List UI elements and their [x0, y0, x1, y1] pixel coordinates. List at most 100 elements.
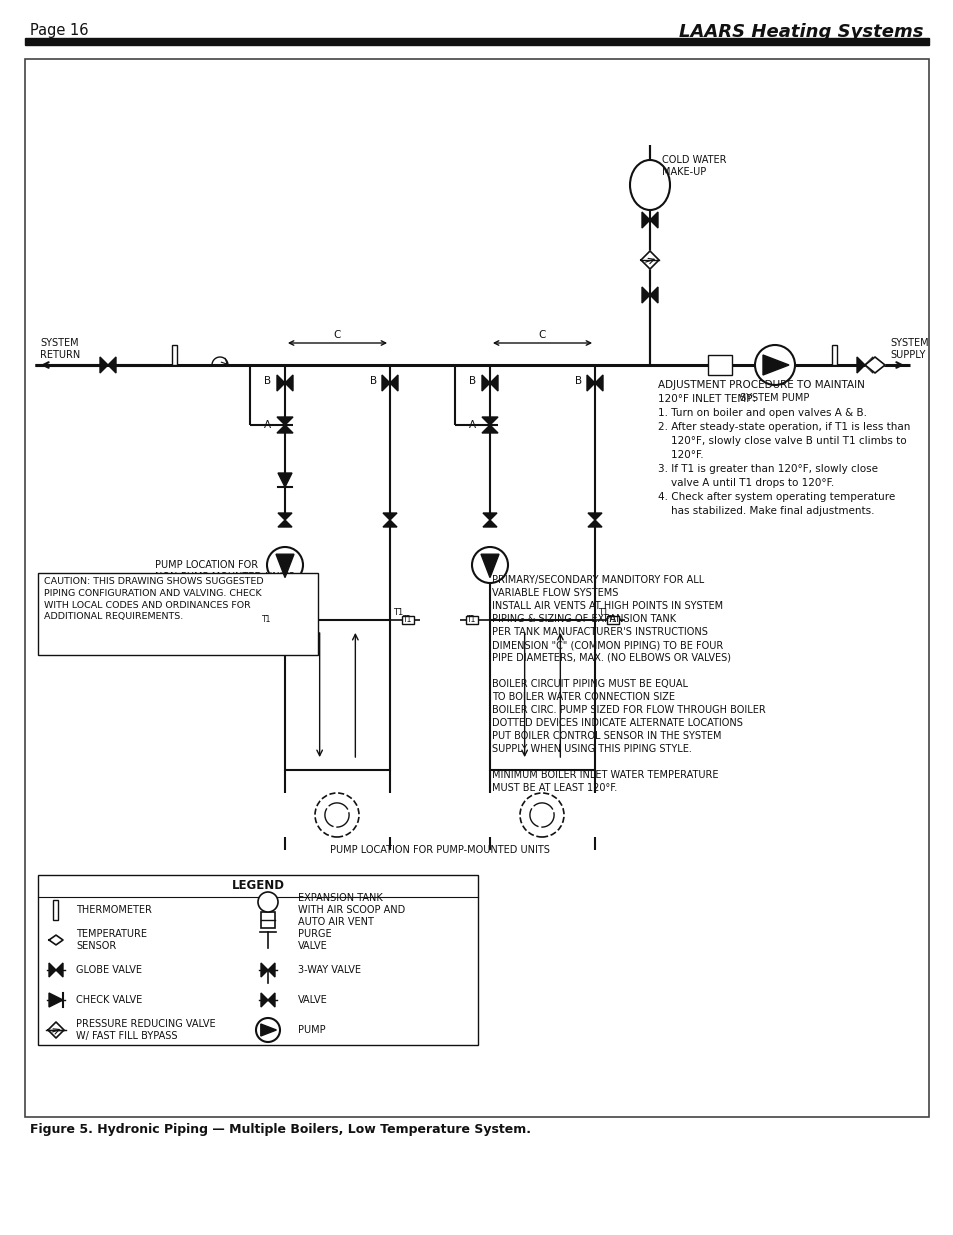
Bar — [261, 616, 273, 624]
Ellipse shape — [629, 161, 669, 210]
Bar — [490, 620, 595, 769]
Text: INSTALL AIR VENTS AT HIGH POINTS IN SYSTEM: INSTALL AIR VENTS AT HIGH POINTS IN SYST… — [492, 601, 722, 611]
Text: B: B — [370, 375, 376, 387]
Text: VARIABLE FLOW SYSTEMS: VARIABLE FLOW SYSTEMS — [492, 588, 618, 598]
Text: A: A — [468, 420, 476, 430]
Text: A: A — [264, 420, 271, 430]
Bar — [25, 59, 928, 1116]
Polygon shape — [641, 212, 658, 228]
Polygon shape — [276, 375, 293, 391]
Text: PUT BOILER CONTROL SENSOR IN THE SYSTEM: PUT BOILER CONTROL SENSOR IN THE SYSTEM — [492, 731, 720, 741]
Text: LEGEND: LEGEND — [232, 879, 284, 892]
Polygon shape — [49, 963, 63, 977]
Text: CAUTION: THIS DRAWING SHOWS SUGGESTED
PIPING CONFIGURATION AND VALVING. CHECK
WI: CAUTION: THIS DRAWING SHOWS SUGGESTED PI… — [44, 577, 263, 621]
Text: C: C — [537, 330, 545, 340]
Text: ADJUSTMENT PROCEDURE TO MAINTAIN
120°F INLET TEMP:
1. Turn on boiler and open va: ADJUSTMENT PROCEDURE TO MAINTAIN 120°F I… — [658, 380, 909, 516]
Circle shape — [255, 1018, 280, 1042]
Circle shape — [314, 793, 358, 837]
Polygon shape — [481, 375, 497, 391]
Text: T1: T1 — [262, 615, 272, 625]
Text: EXPANSION TANK
WITH AIR SCOOP AND
AUTO AIR VENT: EXPANSION TANK WITH AIR SCOOP AND AUTO A… — [297, 893, 405, 927]
Text: TO BOILER WATER CONNECTION SIZE: TO BOILER WATER CONNECTION SIZE — [492, 692, 675, 701]
Polygon shape — [381, 375, 397, 391]
Text: GLOBE VALVE: GLOBE VALVE — [76, 965, 142, 974]
Text: DOTTED DEVICES INDICATE ALTERNATE LOCATIONS: DOTTED DEVICES INDICATE ALTERNATE LOCATI… — [492, 718, 742, 727]
Text: PUMP: PUMP — [297, 1025, 325, 1035]
Polygon shape — [261, 993, 274, 1007]
Text: PRESSURE REDUCING VALVE
W/ FAST FILL BYPASS: PRESSURE REDUCING VALVE W/ FAST FILL BYP… — [76, 1019, 215, 1041]
Polygon shape — [762, 354, 788, 375]
Polygon shape — [261, 963, 274, 977]
Bar — [465, 616, 477, 624]
Bar — [606, 616, 618, 624]
Polygon shape — [277, 513, 292, 527]
Polygon shape — [382, 513, 396, 527]
Text: T1: T1 — [403, 615, 413, 625]
Text: MUST BE AT LEAST 120°F.: MUST BE AT LEAST 120°F. — [492, 783, 617, 793]
Circle shape — [257, 892, 277, 911]
Text: PER TANK MANUFACTURER'S INSTRUCTIONS: PER TANK MANUFACTURER'S INSTRUCTIONS — [492, 627, 707, 637]
Text: T1: T1 — [598, 608, 608, 618]
Text: B: B — [468, 375, 476, 387]
Text: MINIMUM BOILER INLET WATER TEMPERATURE: MINIMUM BOILER INLET WATER TEMPERATURE — [492, 769, 718, 781]
Text: BOILER CIRCUIT PIPING MUST BE EQUAL: BOILER CIRCUIT PIPING MUST BE EQUAL — [492, 679, 687, 689]
Bar — [53, 900, 58, 920]
Text: Figure 5. Hydronic Piping — Multiple Boilers, Low Temperature System.: Figure 5. Hydronic Piping — Multiple Boi… — [30, 1123, 531, 1136]
Text: PIPE DIAMETERS, MAX. (NO ELBOWS OR VALVES): PIPE DIAMETERS, MAX. (NO ELBOWS OR VALVE… — [492, 653, 730, 663]
Polygon shape — [48, 1023, 64, 1037]
Polygon shape — [100, 357, 116, 373]
Bar — [401, 616, 414, 624]
Text: PUMP LOCATION FOR PUMP-MOUNTED UNITS: PUMP LOCATION FOR PUMP-MOUNTED UNITS — [330, 845, 549, 855]
Bar — [38, 573, 317, 655]
Text: PUMP LOCATION FOR
NON-PUMP-MOUNTED UNITS: PUMP LOCATION FOR NON-PUMP-MOUNTED UNITS — [154, 559, 294, 583]
Polygon shape — [587, 513, 601, 527]
Text: VALVE: VALVE — [297, 995, 328, 1005]
Polygon shape — [275, 555, 294, 578]
Circle shape — [267, 547, 303, 583]
Circle shape — [754, 345, 794, 385]
Text: DIMENSION "C" (COMMON PIPING) TO BE FOUR: DIMENSION "C" (COMMON PIPING) TO BE FOUR — [492, 640, 722, 650]
Text: LAARS Heating Systems: LAARS Heating Systems — [679, 23, 923, 41]
Text: CHECK VALVE: CHECK VALVE — [76, 995, 142, 1005]
Text: TEMPERATURE
SENSOR: TEMPERATURE SENSOR — [76, 929, 147, 951]
Bar — [38, 876, 477, 1045]
Bar — [25, 38, 928, 44]
Bar — [261, 911, 274, 927]
Polygon shape — [276, 417, 293, 433]
Text: B: B — [575, 375, 581, 387]
Circle shape — [472, 547, 507, 583]
Text: 3-WAY VALVE: 3-WAY VALVE — [297, 965, 360, 974]
Circle shape — [519, 793, 563, 837]
Polygon shape — [640, 251, 659, 269]
Text: T1: T1 — [467, 615, 476, 625]
Bar — [285, 620, 390, 769]
Polygon shape — [641, 287, 658, 303]
Text: COLD WATER
MAKE-UP: COLD WATER MAKE-UP — [661, 156, 726, 178]
Polygon shape — [49, 935, 63, 945]
Polygon shape — [482, 513, 497, 527]
Text: SUPPLY WHEN USING THIS PIPING STYLE.: SUPPLY WHEN USING THIS PIPING STYLE. — [492, 743, 691, 755]
Polygon shape — [260, 1024, 276, 1036]
Bar — [172, 345, 177, 366]
Text: PIPING & SIZING OF EXPANSION TANK: PIPING & SIZING OF EXPANSION TANK — [492, 614, 676, 624]
Text: C: C — [333, 330, 340, 340]
Polygon shape — [277, 473, 292, 487]
Text: SYSTEM
RETURN: SYSTEM RETURN — [40, 337, 80, 359]
Text: SYSTEM
SUPPLY: SYSTEM SUPPLY — [889, 337, 927, 359]
Polygon shape — [864, 357, 884, 373]
Polygon shape — [481, 417, 497, 433]
Bar — [707, 354, 731, 375]
Text: BOILER CIRC. PUMP SIZED FOR FLOW THROUGH BOILER: BOILER CIRC. PUMP SIZED FOR FLOW THROUGH… — [492, 705, 765, 715]
Polygon shape — [49, 993, 63, 1007]
Text: B: B — [264, 375, 271, 387]
Bar — [832, 345, 837, 366]
Text: THERMOMETER: THERMOMETER — [76, 905, 152, 915]
Text: T1: T1 — [393, 608, 403, 618]
Text: PURGE
VALVE: PURGE VALVE — [297, 929, 332, 951]
Polygon shape — [480, 555, 498, 578]
Polygon shape — [856, 357, 872, 373]
Text: Page 16: Page 16 — [30, 23, 89, 38]
Text: PRIMARY/SECONDARY MANDITORY FOR ALL: PRIMARY/SECONDARY MANDITORY FOR ALL — [492, 576, 703, 585]
Polygon shape — [586, 375, 602, 391]
Text: T1: T1 — [608, 615, 617, 625]
